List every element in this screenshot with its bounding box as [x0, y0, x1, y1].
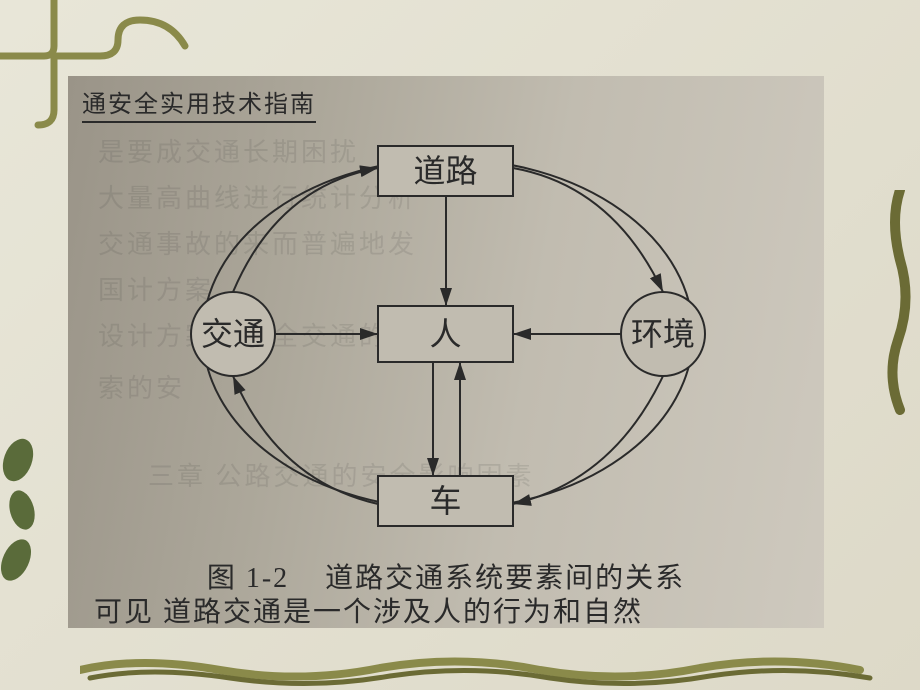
scanned-page: 通安全实用技术指南 是要成交通长期困扰大量高曲线进行统计分析交通事故的来而普遍地… — [68, 76, 824, 628]
edge-right-deco — [870, 190, 920, 420]
svg-text:人: 人 — [429, 316, 461, 352]
slide-root: 通安全实用技术指南 是要成交通长期困扰大量高曲线进行统计分析交通事故的来而普遍地… — [0, 0, 920, 690]
relationship-diagram: 道路人车 交通 环境 — [68, 76, 824, 546]
svg-text:车: 车 — [429, 483, 461, 519]
partial-bottom-line: 可见 道路交通是一个涉及人的行为和自然 — [94, 590, 643, 628]
svg-text:道路: 道路 — [413, 153, 477, 189]
edge-left-deco — [0, 430, 46, 610]
svg-text:环境: 环境 — [631, 316, 695, 352]
svg-text:交通: 交通 — [201, 316, 265, 352]
edge-bottom-deco — [80, 648, 900, 690]
